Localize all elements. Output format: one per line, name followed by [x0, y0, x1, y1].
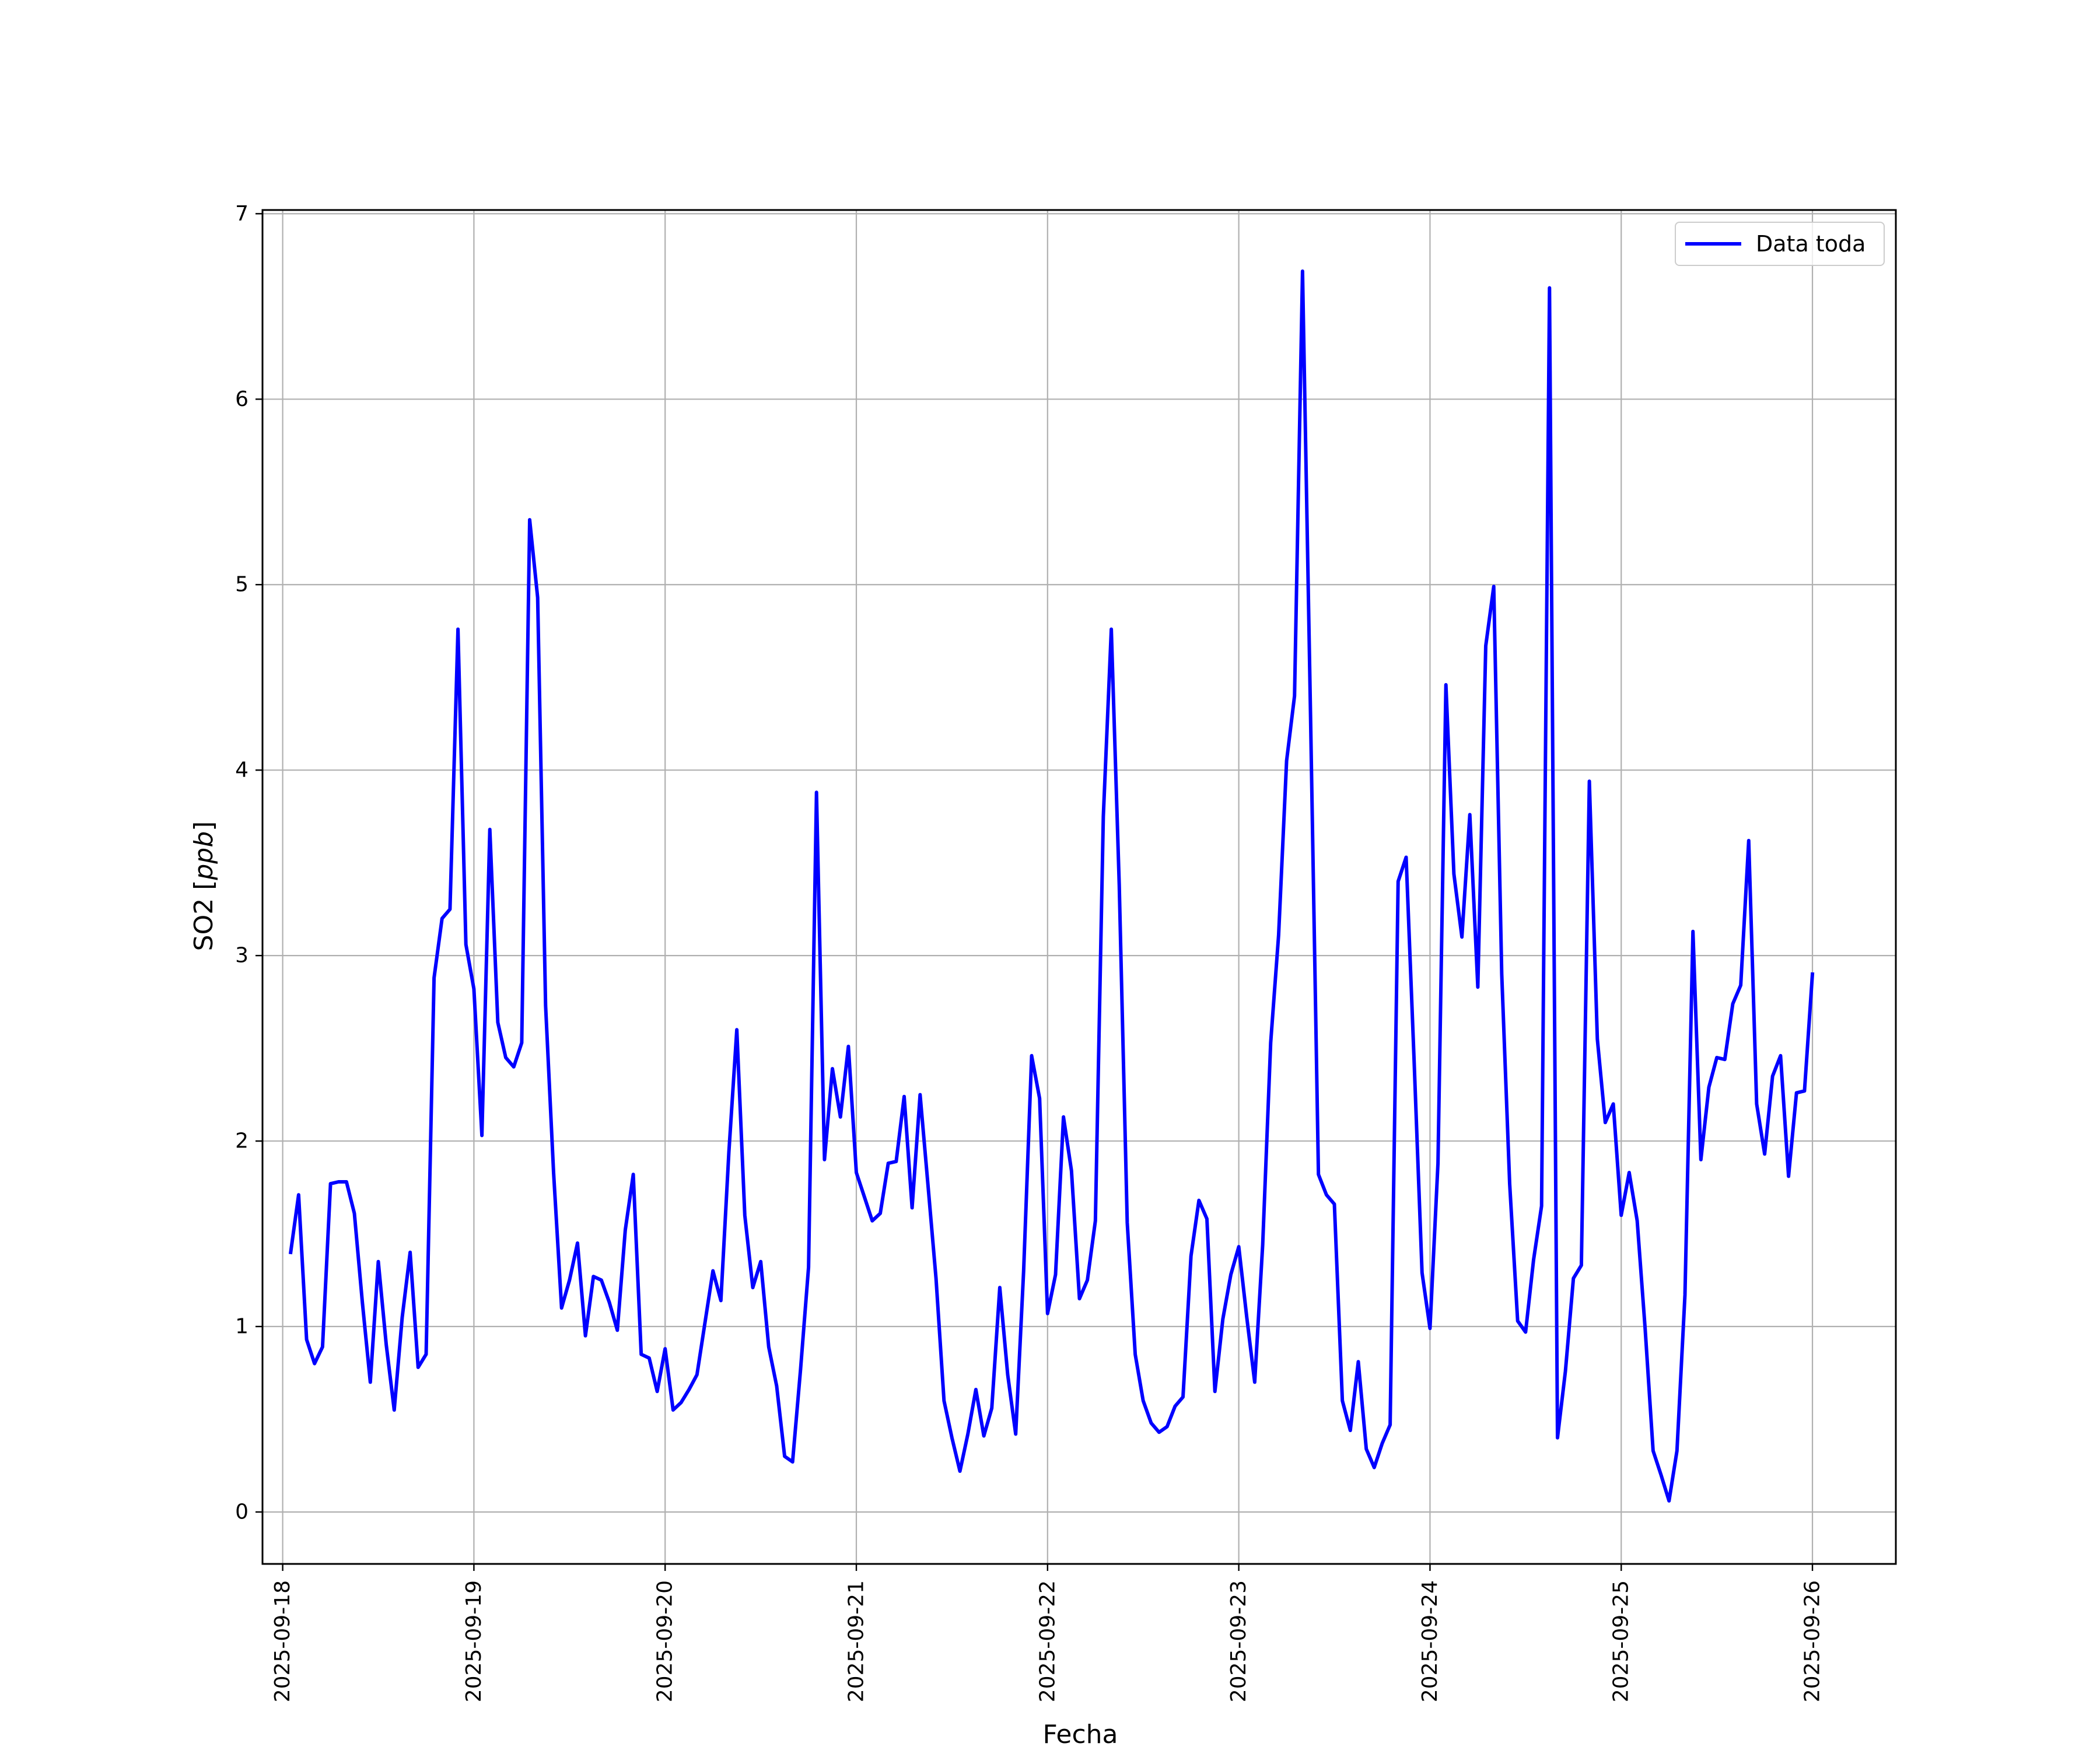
x-tick-label: 2025-09-18 — [271, 1580, 295, 1702]
x-axis-label: Fecha — [1042, 1720, 1118, 1749]
legend: Data toda — [1675, 222, 1885, 266]
axis-ticks: 2025-09-18 2025-09-19 2025-09-20 2025-09-21… — [235, 202, 1824, 1702]
x-tick-label: 2025-09-24 — [1418, 1580, 1442, 1702]
y-axis-label-main: SO2 [ — [189, 880, 219, 951]
axes-frame — [261, 209, 1897, 1565]
y-tick-label: 0 — [235, 1500, 249, 1524]
x-tick-label: 2025-09-21 — [845, 1580, 869, 1702]
x-tick-label: 2025-09-25 — [1609, 1580, 1633, 1702]
grid-lines — [262, 210, 1896, 1564]
y-tick-label: 1 — [235, 1315, 249, 1339]
y-tick-label: 6 — [235, 387, 249, 411]
x-tick-label: 2025-09-26 — [1801, 1580, 1825, 1702]
y-tick-label: 3 — [235, 944, 249, 968]
legend-label: Data toda — [1756, 231, 1866, 257]
y-axis-label-unit: ppb — [189, 831, 219, 881]
x-tick-label: 2025-09-23 — [1227, 1580, 1251, 1702]
x-tick-label: 2025-09-20 — [653, 1580, 677, 1702]
y-tick-label: 5 — [235, 573, 249, 597]
y-tick-label: 2 — [235, 1129, 249, 1153]
x-tick-label: 2025-09-22 — [1035, 1580, 1059, 1702]
x-tick-label: 2025-09-19 — [462, 1580, 486, 1702]
plot-area — [262, 210, 1896, 1564]
series-line-data-toda — [288, 269, 1815, 1503]
y-tick-label: 4 — [235, 758, 249, 782]
y-tick-label: 7 — [235, 202, 249, 226]
y-axis-label: SO2 [ppb] — [189, 821, 219, 951]
y-axis-label-end: ] — [189, 821, 219, 831]
legend-box — [1675, 222, 1885, 266]
series-layer — [288, 269, 1815, 1503]
